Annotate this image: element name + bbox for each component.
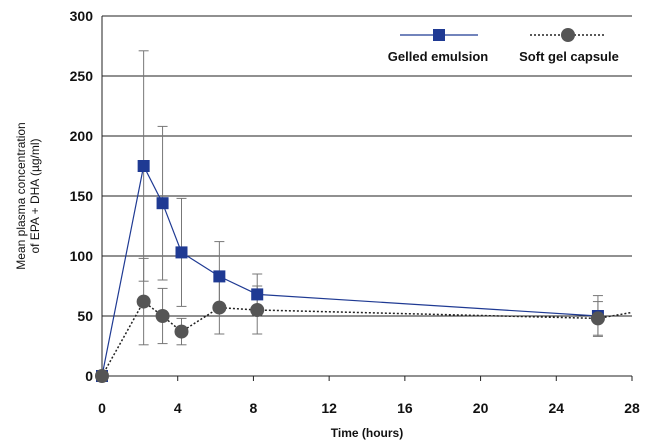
data-point-soft-gel-capsule: [174, 324, 189, 339]
data-point-soft-gel-capsule: [250, 303, 265, 317]
data-point-gelled-emulsion: [213, 270, 226, 283]
legend-entry-soft-gel-capsule: Soft gel capsule: [519, 28, 619, 64]
x-tick-label: 12: [321, 400, 337, 416]
x-tick-label: 28: [624, 400, 640, 416]
grid: [102, 15, 632, 317]
y-tick-label: 50: [77, 308, 93, 324]
data-point-soft-gel-capsule: [136, 294, 151, 309]
x-tick-label: 20: [473, 400, 489, 416]
data-point-gelled-emulsion: [156, 197, 169, 210]
x-tick-label: 8: [250, 400, 258, 416]
data-point-soft-gel-capsule: [590, 311, 605, 326]
x-tick-label: 0: [98, 400, 106, 416]
y-tick-label: 200: [70, 128, 94, 144]
legend: Gelled emulsion Soft gel capsule: [388, 28, 619, 64]
x-tick-label: 16: [397, 400, 413, 416]
data-point-gelled-emulsion: [175, 246, 188, 259]
legend-entry-gelled-emulsion: Gelled emulsion: [388, 29, 488, 64]
y-tick-label: 150: [70, 188, 94, 204]
y-axis-title: Mean plasma concentration of EPA + DHA (…: [14, 122, 42, 269]
y-tick-label: 250: [70, 68, 94, 84]
legend-marker-gelled-emulsion: [433, 29, 445, 41]
legend-label-soft-gel-capsule: Soft gel capsule: [519, 49, 619, 64]
y-tick-label: 0: [85, 368, 93, 384]
y-axis-title-line-2: of EPA + DHA (µg/ml): [28, 138, 42, 253]
x-tick-label: 4: [174, 400, 182, 416]
error-bars: [138, 50, 603, 346]
data-points: [95, 160, 605, 383]
legend-marker-soft-gel-capsule: [561, 28, 575, 42]
data-point-soft-gel-capsule: [212, 300, 227, 315]
data-point-gelled-emulsion: [137, 160, 150, 172]
y-tick-label: 300: [70, 8, 94, 24]
data-point-gelled-emulsion: [251, 288, 264, 301]
axes: [101, 16, 633, 381]
data-point-soft-gel-capsule: [155, 309, 170, 323]
data-point-soft-gel-capsule: [95, 369, 109, 383]
x-tick-label: 24: [548, 400, 564, 416]
tick-labels: 0 50 100 150 200 250 300 0 4 8 12 16 20 24 28: [70, 8, 640, 416]
series-line-gelled-emulsion: [101, 164, 598, 377]
x-axis-title: Time (hours): [331, 426, 403, 440]
legend-label-gelled-emulsion: Gelled emulsion: [388, 49, 488, 64]
y-axis-title-line-1: Mean plasma concentration: [14, 122, 28, 269]
y-tick-label: 100: [70, 248, 94, 264]
